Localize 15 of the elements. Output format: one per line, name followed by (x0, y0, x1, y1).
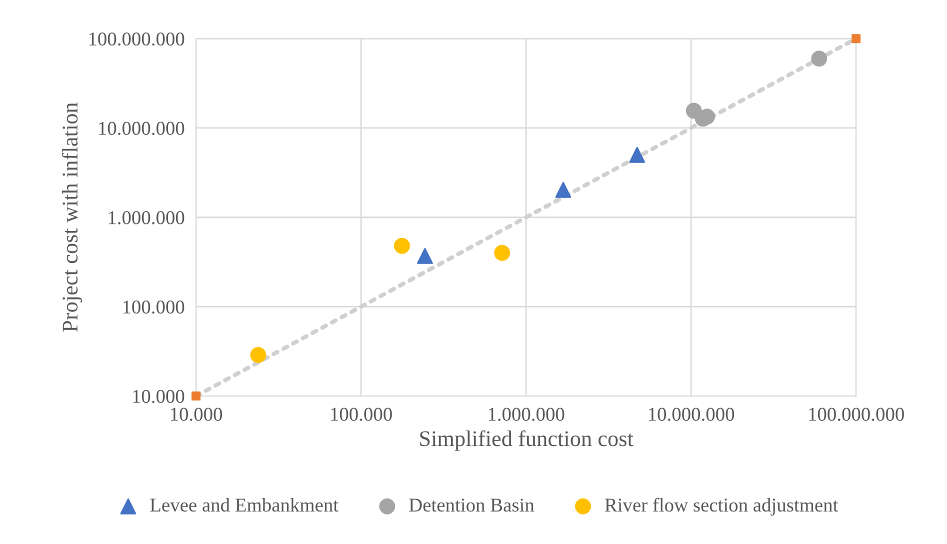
y-tick-label: 100.000 (123, 300, 184, 314)
y-tick-label: 100.000.000 (89, 32, 184, 46)
y-tick-label: 10.000 (133, 390, 184, 404)
x-tick-label: 10.000.000 (649, 408, 734, 421)
x-tick-label: 100.000 (331, 408, 392, 421)
x-axis-title: Simplified function cost (420, 430, 634, 451)
y-tick-label: 1.000.000 (108, 211, 184, 224)
x-tick-label: 1.000.000 (488, 408, 564, 421)
legend-label: Detention Basin (409, 498, 534, 512)
y-tick-label: 10.000.000 (99, 122, 184, 135)
x-tick-label: 100.000.000 (809, 408, 904, 421)
y-axis-title: Project cost with inflation (62, 102, 82, 332)
legend-label: Levee and Embankment (150, 498, 338, 512)
x-tick-label: 10.000 (171, 408, 222, 421)
legend-label: River flow section adjustment (604, 498, 838, 516)
